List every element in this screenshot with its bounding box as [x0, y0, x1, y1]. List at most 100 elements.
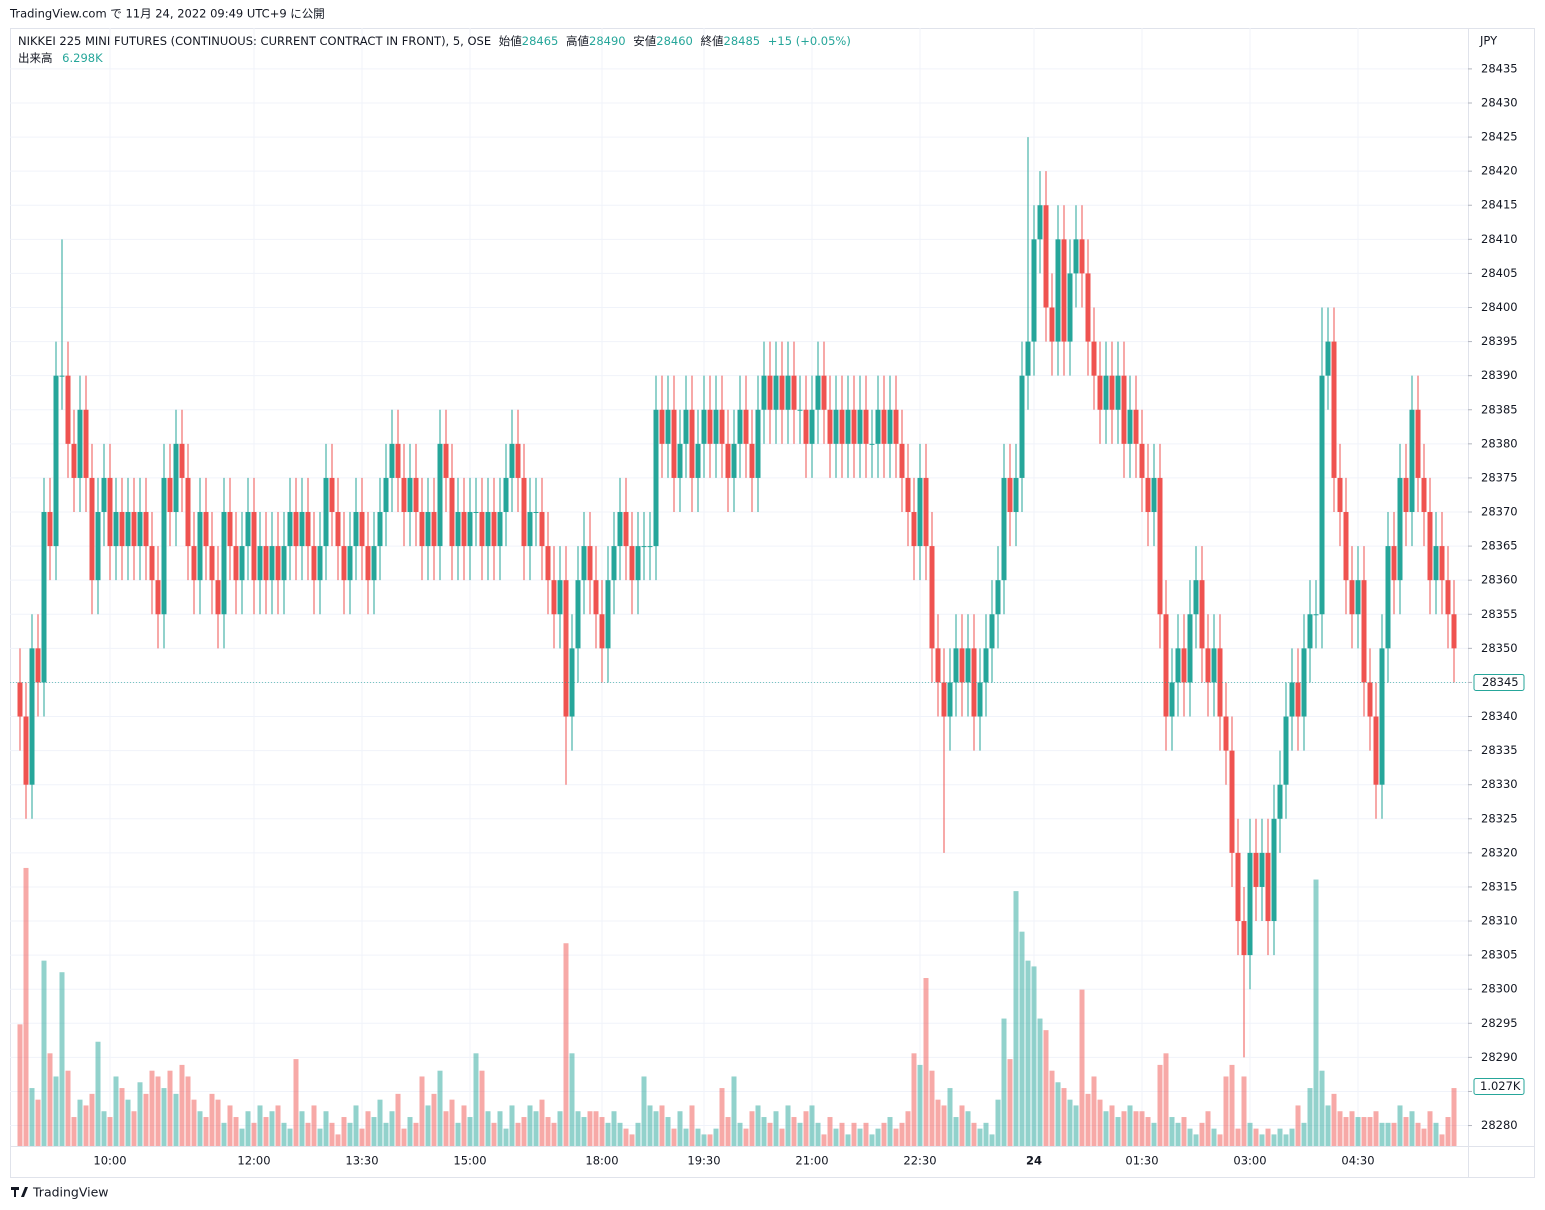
candle-body: [1373, 716, 1379, 785]
currency: JPY: [1479, 34, 1498, 48]
volume-bar: [983, 1122, 989, 1146]
volume-bar: [71, 1117, 77, 1146]
candle-body: [1361, 580, 1367, 683]
volume-bar: [461, 1105, 467, 1146]
volume-bar: [311, 1105, 317, 1146]
volume-bar: [1055, 1082, 1061, 1146]
candle-body: [809, 409, 815, 444]
volume-bar: [83, 1105, 89, 1146]
volume-bar: [665, 1117, 671, 1146]
volume-bar: [887, 1117, 893, 1146]
volume-bar: [1037, 1018, 1043, 1146]
volume-bar: [1325, 1105, 1331, 1146]
volume-bar: [815, 1122, 821, 1146]
candle-body: [749, 443, 755, 478]
x-tick-label: 18:00: [585, 1154, 618, 1168]
candle-body: [629, 546, 635, 581]
candle-body: [53, 375, 59, 547]
volume-bar: [803, 1111, 809, 1146]
volume-bar: [1451, 1088, 1457, 1146]
volume-bar: [149, 1070, 155, 1146]
y-tick-label: 28295: [1481, 1016, 1518, 1030]
candle-body: [803, 409, 809, 444]
candle-body: [1409, 409, 1415, 513]
volume-bar: [371, 1117, 377, 1146]
candle-body: [737, 409, 743, 444]
volume-bar: [1235, 1128, 1241, 1146]
candle-body: [281, 546, 287, 581]
candle-body: [365, 546, 371, 581]
candle-body: [539, 512, 545, 547]
volume-bar: [203, 1117, 209, 1146]
volume-bar: [359, 1128, 365, 1146]
volume-bar: [605, 1122, 611, 1146]
candle-body: [587, 546, 593, 581]
candle-body: [1115, 375, 1121, 410]
volume-bar: [719, 1088, 725, 1146]
volume-bar: [197, 1111, 203, 1146]
candle-body: [767, 375, 773, 410]
volume-bar: [1223, 1076, 1229, 1146]
candle-body: [47, 512, 53, 547]
volume-bar: [323, 1111, 329, 1146]
candle-body: [167, 477, 173, 513]
candle-body: [359, 512, 365, 547]
candle-body: [1253, 852, 1259, 887]
volume-bar: [161, 1088, 167, 1146]
candle-body: [1223, 716, 1229, 751]
candle-body: [323, 477, 329, 547]
candle-body: [563, 580, 569, 717]
candle-body: [977, 682, 983, 717]
y-tick-label: 28380: [1481, 436, 1518, 450]
last-volume-label: 1.027K: [1480, 1079, 1521, 1093]
candle-body: [71, 443, 77, 478]
volume-bar: [29, 1088, 35, 1146]
candle-body: [1385, 546, 1391, 649]
volume-bar: [1211, 1128, 1217, 1146]
volume-bar: [41, 960, 47, 1146]
volume-bar: [1367, 1117, 1373, 1146]
candle-body: [665, 409, 671, 444]
volume-bar: [257, 1105, 263, 1146]
volume-bar: [701, 1134, 707, 1146]
volume-bar: [131, 1111, 137, 1146]
candle-body: [1415, 409, 1421, 478]
y-tick-label: 28360: [1481, 573, 1518, 587]
volume-bar: [485, 1111, 491, 1146]
candle-body: [959, 648, 965, 683]
volume-bar: [1373, 1111, 1379, 1146]
volume-bar: [551, 1122, 557, 1146]
candle-body: [1259, 852, 1265, 887]
candle-body: [143, 512, 149, 547]
volume-bar: [1019, 931, 1025, 1146]
y-tick-label: 28390: [1481, 368, 1518, 382]
candle-body: [41, 512, 47, 683]
candle-body: [965, 648, 971, 683]
volume-bar: [677, 1111, 683, 1146]
volume-bar: [1199, 1122, 1205, 1146]
volume-bar: [1043, 1030, 1049, 1146]
volume-bar: [65, 1070, 71, 1146]
candle-body: [833, 409, 839, 444]
candle-body: [233, 546, 239, 581]
candle-layer: [17, 137, 1457, 1058]
volume-bar: [173, 1093, 179, 1146]
candle-body: [17, 682, 23, 717]
volume-bar: [737, 1122, 743, 1146]
volume-bar: [1001, 1018, 1007, 1146]
candle-body: [623, 512, 629, 547]
volume-bar: [941, 1105, 947, 1146]
volume-bar: [959, 1105, 965, 1146]
volume-bar: [143, 1093, 149, 1146]
candle-body: [83, 409, 89, 478]
last-price-box: [1473, 673, 1525, 691]
candle-body: [593, 580, 599, 615]
candle-body: [839, 409, 845, 444]
x-tick-label: 22:30: [903, 1154, 936, 1168]
candle-body: [821, 375, 827, 410]
y-tick-label: 28305: [1481, 948, 1518, 962]
candle-body: [125, 512, 131, 547]
volume-bar: [635, 1122, 641, 1146]
publish-info: TradingView.com で 11月 24, 2022 09:49 UTC…: [9, 7, 325, 21]
candle-body: [1157, 477, 1163, 615]
